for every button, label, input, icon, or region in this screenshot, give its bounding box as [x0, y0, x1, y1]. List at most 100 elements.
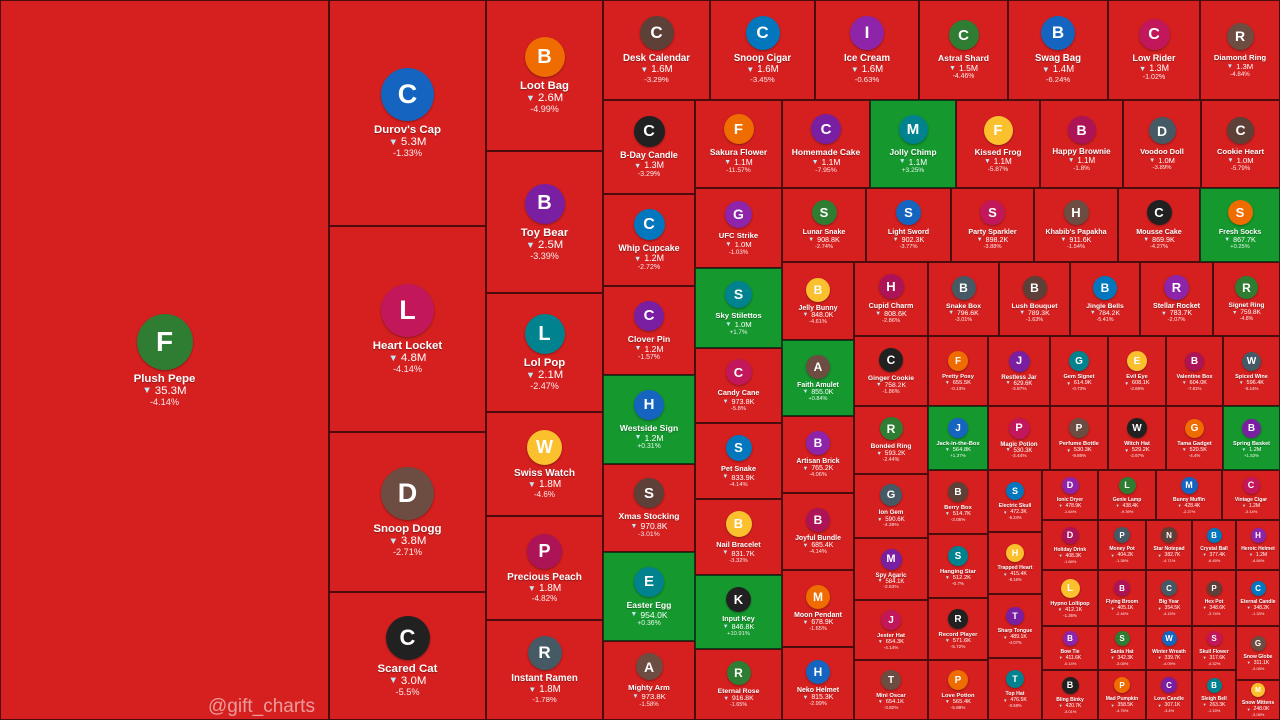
treemap-tile-love-candle[interactable]: C Love Candle ▼ 307.1K -3.4% — [1146, 670, 1192, 720]
treemap-tile-skull-flower[interactable]: S Skull Flower ▼ 317.6K -4.32% — [1192, 626, 1236, 670]
treemap-tile-electric-skull[interactable]: S Electric Skull ▼ 472.3K -5.24% — [988, 470, 1042, 532]
treemap-tile-spring-basket[interactable]: B Spring Basket ▼ 1.2M +1.53% — [1223, 406, 1280, 470]
treemap-tile-faith-amulet[interactable]: A Faith Amulet ▼ 855.0K +0.84% — [782, 340, 854, 416]
treemap-tile-jolly-chimp[interactable]: M Jolly Chimp ▼ 1.1M +3.25% — [870, 100, 956, 188]
treemap-tile-scared-cat[interactable]: C Scared Cat ▼ 3.0M -5.5% — [329, 592, 486, 720]
treemap-tile-ion-gem[interactable]: G Ion Gem ▼ 590.6K -4.39% — [854, 474, 928, 538]
treemap-tile-snoop-cigar[interactable]: C Snoop Cigar ▼ 1.6M -3.45% — [710, 0, 815, 100]
treemap-tile-gem-signet[interactable]: G Gem Signet ▼ 614.9K -0.73% — [1050, 336, 1108, 406]
treemap-tile-ufc-strike[interactable]: G UFC Strike ▼ 1.0M -1.03% — [695, 188, 782, 268]
treemap-tile-sky-stilettos[interactable]: S Sky Stilettos ▼ 1.0M +1.7% — [695, 268, 782, 348]
treemap-tile-candy-cane[interactable]: C Candy Cane ▼ 973.8K -5.8% — [695, 348, 782, 423]
treemap-tile-lush-bouquet[interactable]: B Lush Bouquet ▼ 789.3K -1.63% — [999, 262, 1070, 336]
treemap-tile-snake-box[interactable]: B Snake Box ▼ 796.6K -3.01% — [928, 262, 999, 336]
treemap-tile-genie-lamp[interactable]: L Genie Lamp ▼ 438.4K -9.39% — [1098, 470, 1156, 520]
treemap-tile-holiday-drink[interactable]: D Holiday Drink ▼ 408.3K -1.68% — [1042, 520, 1098, 570]
treemap-tile-moon-pendant[interactable]: M Moon Pendant ▼ 678.9K -1.65% — [782, 570, 854, 647]
treemap-tile-heroic-helmet[interactable]: H Heroic Helmet ▼ 1.2M -4.84% — [1236, 520, 1280, 570]
treemap-tile-desk-calendar[interactable]: C Desk Calendar ▼ 1.6M -3.29% — [603, 0, 710, 100]
treemap-tile-xmas-stocking[interactable]: S Xmas Stocking ▼ 970.8K -3.01% — [603, 464, 695, 552]
treemap-tile-astral-shard[interactable]: C Astral Shard ▼ 1.5M -4.46% — [919, 0, 1008, 100]
treemap-tile-star-notepad[interactable]: N Star Notepad ▼ 382.7K -4.71% — [1146, 520, 1192, 570]
treemap-tile-ice-cream[interactable]: I Ice Cream ▼ 1.6M -0.63% — [815, 0, 919, 100]
treemap-tile-clover-pin[interactable]: C Clover Pin ▼ 1.2M -1.57% — [603, 286, 695, 375]
treemap-tile-instant-ramen[interactable]: R Instant Ramen ▼ 1.8M -1.78% — [486, 620, 603, 720]
treemap-tile-b-day-candle[interactable]: C B-Day Candle ▼ 1.3M -3.29% — [603, 100, 695, 194]
treemap-tile-kissed-frog[interactable]: F Kissed Frog ▼ 1.1M -5.87% — [956, 100, 1040, 188]
treemap-tile-lunar-snake[interactable]: S Lunar Snake ▼ 908.8K -2.74% — [782, 188, 866, 262]
treemap-tile-cupid-charm[interactable]: H Cupid Charm ▼ 808.6K -2.86% — [854, 262, 928, 336]
treemap-tile-vintage-cigar[interactable]: C Vintage Cigar ▼ 1.2M -3.14% — [1222, 470, 1280, 520]
treemap-tile-crystal-ball[interactable]: B Crystal Ball ▼ 377.4K -6.45% — [1192, 520, 1236, 570]
treemap-tile-magic-potion[interactable]: P Magic Potion ▼ 530.3K -3.44% — [988, 406, 1050, 470]
treemap-tile-nail-bracelet[interactable]: B Nail Bracelet ▼ 831.7K -3.32% — [695, 499, 782, 575]
treemap-tile-bonded-ring[interactable]: R Bonded Ring ▼ 593.2K -2.44% — [854, 406, 928, 474]
treemap-tile-cookie-heart[interactable]: C Cookie Heart ▼ 1.0M -5.79% — [1201, 100, 1280, 188]
treemap-tile-money-pot[interactable]: P Money Pot ▼ 404.2K -1.38% — [1098, 520, 1146, 570]
treemap-tile-hypno-lollipop[interactable]: L Hypno Lollipop ▼ 412.1K -1.36% — [1042, 570, 1098, 626]
treemap-tile-tama-gadget[interactable]: G Tama Gadget ▼ 520.5K -4.4% — [1166, 406, 1223, 470]
treemap-tile-loot-bag[interactable]: B Loot Bag ▼ 2.6M -4.99% — [486, 0, 603, 151]
treemap-tile-jingle-bells[interactable]: B Jingle Bells ▼ 784.2K -5.41% — [1070, 262, 1140, 336]
treemap-tile-happy-brownie[interactable]: B Happy Brownie ▼ 1.1M -1.8% — [1040, 100, 1123, 188]
treemap-tile-fresh-socks[interactable]: S Fresh Socks ▼ 867.7K +0.25% — [1200, 188, 1280, 262]
treemap-tile-easter-egg[interactable]: E Easter Egg ▼ 954.0K +0.36% — [603, 552, 695, 641]
treemap-tile-berry-box[interactable]: B Berry Box ▼ 514.7K -3.05% — [928, 470, 988, 534]
treemap-tile-snoop-dogg[interactable]: D Snoop Dogg ▼ 3.8M -2.71% — [329, 432, 486, 592]
treemap-tile-love-potion[interactable]: P Love Potion ▼ 565.4K -5.88% — [928, 660, 988, 720]
treemap-tile-neko-helmet[interactable]: H Neko Helmet ▼ 815.3K -2.99% — [782, 647, 854, 720]
treemap-tile-santa-hat[interactable]: S Santa Hat ▼ 342.3K -3.08% — [1098, 626, 1146, 670]
treemap-tile-lol-pop[interactable]: L Lol Pop ▼ 2.1M -2.47% — [486, 293, 603, 412]
treemap-tile-input-key[interactable]: K Input Key ▼ 846.8K +10.91% — [695, 575, 782, 649]
treemap-tile-spiced-wine[interactable]: W Spiced Wine ▼ 596.4K -5.14% — [1223, 336, 1280, 406]
treemap-tile-jester-hat[interactable]: J Jester Hat ▼ 654.3K -4.14% — [854, 600, 928, 660]
treemap-tile-plush-pepe[interactable]: F Plush Pepe ▼ 35.3M -4.14% — [0, 0, 329, 720]
treemap-tile-hanging-star[interactable]: S Hanging Star ▼ 512.2K -0.7% — [928, 534, 988, 598]
treemap-tile-toy-bear[interactable]: B Toy Bear ▼ 2.5M -3.39% — [486, 151, 603, 293]
treemap-tile-trapped-heart[interactable]: H Trapped Heart ▼ 415.4K -8.16% — [988, 532, 1042, 594]
treemap-tile-mousse-cake[interactable]: C Mousse Cake ▼ 869.9K -4.27% — [1118, 188, 1200, 262]
treemap-tile-low-rider[interactable]: C Low Rider ▼ 1.3M -1.02% — [1108, 0, 1200, 100]
treemap-tile-spy-agaric[interactable]: M Spy Agaric ▼ 584.1K -2.53% — [854, 538, 928, 600]
treemap-tile-ginger-cookie[interactable]: C Ginger Cookie ▼ 758.2K -1.86% — [854, 336, 928, 406]
treemap-tile-pet-snake[interactable]: S Pet Snake ▼ 833.9K -4.14% — [695, 423, 782, 499]
treemap-tile-pretty-posy[interactable]: F Pretty Posy ▼ 655.5K -0.13% — [928, 336, 988, 406]
treemap-tile-big-year[interactable]: C Big Year ▼ 354.5K -4.15% — [1146, 570, 1192, 626]
treemap-tile-top-hat[interactable]: T Top Hat ▼ 476.5K -0.68% — [988, 658, 1042, 720]
treemap-tile-eternal-rose[interactable]: R Eternal Rose ▼ 916.8K -1.65% — [695, 649, 782, 720]
treemap-tile-sharp-tongue[interactable]: T Sharp Tongue ▼ 489.1K -4.07% — [988, 594, 1042, 658]
treemap-tile-ionic-dryer[interactable]: D Ionic Dryer ▼ 478.9K -1.64% — [1042, 470, 1098, 520]
treemap-tile-khabib-s-papakha[interactable]: H Khabib's Papakha ▼ 911.6K -1.54% — [1034, 188, 1118, 262]
treemap-tile-heart-locket[interactable]: L Heart Locket ▼ 4.8M -4.14% — [329, 226, 486, 432]
treemap-tile-valentine-box[interactable]: B Valentine Box ▼ 604.0K -7.81% — [1166, 336, 1223, 406]
treemap-tile-voodoo-doll[interactable]: D Voodoo Doll ▼ 1.0M -3.89% — [1123, 100, 1201, 188]
treemap-tile-bow-tie[interactable]: B Bow Tie ▼ 411.6K -0.14% — [1042, 626, 1098, 670]
treemap-tile-witch-hat[interactable]: W Witch Hat ▼ 529.2K -2.67% — [1108, 406, 1166, 470]
treemap-tile-record-player[interactable]: R Record Player ▼ 571.6K -5.72% — [928, 598, 988, 660]
treemap-tile-restless-jar[interactable]: J Restless Jar ▼ 629.6K -3.87% — [988, 336, 1050, 406]
treemap-tile-bunny-muffin[interactable]: M Bunny Muffin ▼ 428.4K -2.27% — [1156, 470, 1222, 520]
treemap-tile-artisan-brick[interactable]: B Artisan Brick ▼ 765.2K -4.06% — [782, 416, 854, 493]
treemap-tile-westside-sign[interactable]: H Westside Sign ▼ 1.2M +0.31% — [603, 375, 695, 464]
treemap-tile-snow-globe[interactable]: G Snow Globe ▼ 311.1K -3.08% — [1236, 626, 1280, 680]
treemap-tile-hex-pot[interactable]: P Hex Pot ▼ 348.6K -3.74% — [1192, 570, 1236, 626]
treemap-tile-mad-pumpkin[interactable]: P Mad Pumpkin ▼ 358.5K -4.75% — [1098, 670, 1146, 720]
treemap-tile-homemade-cake[interactable]: C Homemade Cake ▼ 1.1M -7.95% — [782, 100, 870, 188]
treemap-tile-swiss-watch[interactable]: W Swiss Watch ▼ 1.8M -4.6% — [486, 412, 603, 516]
treemap-tile-snow-mittens[interactable]: M Snow Mittens ▼ 248.0K -3.08% — [1236, 680, 1280, 720]
treemap-tile-light-sword[interactable]: S Light Sword ▼ 902.3K -3.77% — [866, 188, 951, 262]
treemap-tile-eternal-candle[interactable]: C Eternal Candle ▼ 348.2K -1.33% — [1236, 570, 1280, 626]
treemap-tile-durov-s-cap[interactable]: C Durov's Cap ▼ 5.3M -1.33% — [329, 0, 486, 226]
treemap-tile-diamond-ring[interactable]: R Diamond Ring ▼ 1.3M -4.84% — [1200, 0, 1280, 100]
treemap-tile-winter-wreath[interactable]: W Winter Wreath ▼ 339.7K -4.09% — [1146, 626, 1192, 670]
treemap-tile-mini-oscar[interactable]: T Mini Oscar ▼ 654.1K -3.82% — [854, 660, 928, 720]
treemap-tile-signet-ring[interactable]: R Signet Ring ▼ 759.8K -4.8% — [1213, 262, 1280, 336]
treemap-tile-jelly-bunny[interactable]: B Jelly Bunny ▼ 848.0K -4.61% — [782, 262, 854, 340]
treemap-tile-whip-cupcake[interactable]: C Whip Cupcake ▼ 1.2M -2.72% — [603, 194, 695, 286]
treemap-tile-swag-bag[interactable]: B Swag Bag ▼ 1.4M -6.24% — [1008, 0, 1108, 100]
treemap-tile-party-sparkler[interactable]: S Party Sparkler ▼ 898.2K -3.88% — [951, 188, 1034, 262]
treemap-tile-sleigh-bell[interactable]: B Sleigh Bell ▼ 263.3K -1.15% — [1192, 670, 1236, 720]
treemap-tile-mighty-arm[interactable]: A Mighty Arm ▼ 973.8K -1.58% — [603, 641, 695, 720]
treemap-tile-jack-in-the-box[interactable]: J Jack-in-the-Box ▼ 564.8K +1.37% — [928, 406, 988, 470]
treemap-tile-bling-binky[interactable]: B Bling Binky ▼ 420.7K -3.01% — [1042, 670, 1098, 720]
